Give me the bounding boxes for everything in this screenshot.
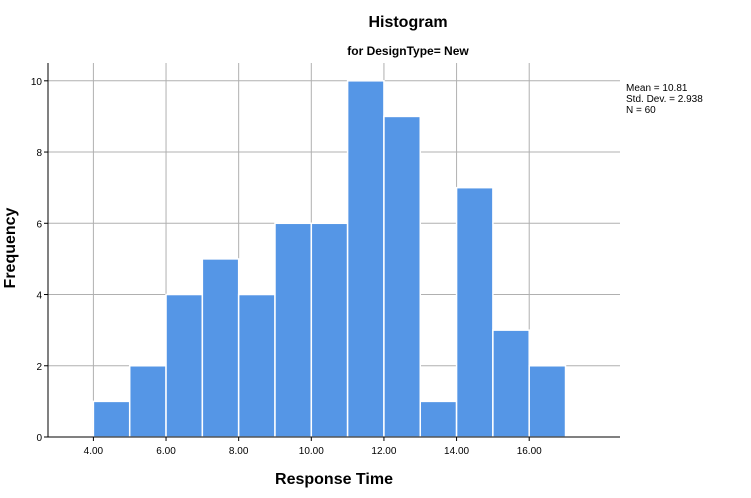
histogram-bar	[274, 222, 313, 438]
histogram-bar	[165, 293, 204, 438]
histogram-bar	[128, 365, 167, 438]
stats-box: Mean = 10.81 Std. Dev. = 2.938 N = 60	[626, 83, 703, 116]
histogram-bar	[346, 80, 385, 438]
histogram-bar	[92, 400, 131, 438]
y-tick-label: 10	[31, 77, 43, 88]
y-tick-label: 4	[36, 291, 42, 302]
stats-std-dev: Std. Dev. = 2.938	[626, 94, 703, 105]
y-tick-label: 6	[36, 219, 42, 230]
stats-n: N = 60	[626, 105, 656, 116]
x-tick-label: 10.00	[299, 446, 324, 457]
y-tick-label: 2	[36, 362, 42, 373]
histogram-bar	[201, 258, 240, 438]
x-tick-label: 6.00	[156, 446, 176, 457]
histogram-bar	[492, 329, 530, 438]
histogram-bar	[310, 222, 349, 438]
stats-mean: Mean = 10.81	[626, 83, 688, 94]
x-tick-label: 12.00	[371, 446, 396, 457]
x-tick-label: 16.00	[517, 446, 542, 457]
x-axis-title: Response Time	[275, 471, 393, 488]
x-tick-labels: 4.00 6.00 8.00 10.00 12.00 14.00 16.00	[84, 446, 542, 457]
histogram-bar	[419, 400, 458, 438]
y-tick-labels: 0 2 4 6 8 10	[31, 77, 43, 444]
y-tick-label: 8	[36, 148, 42, 159]
axes	[44, 63, 620, 441]
bars	[92, 80, 567, 438]
y-tick-label: 0	[36, 433, 42, 444]
histogram-bar	[528, 365, 567, 438]
histogram-bar	[237, 293, 276, 438]
chart-title: Histogram	[368, 14, 447, 31]
x-tick-label: 8.00	[229, 446, 249, 457]
x-tick-label: 4.00	[84, 446, 104, 457]
histogram-bar	[383, 115, 422, 438]
chart-subtitle: for DesignType= New	[347, 44, 469, 58]
histogram-bar	[455, 186, 494, 438]
y-axis-title: Frequency	[2, 207, 19, 288]
x-tick-label: 14.00	[444, 446, 469, 457]
